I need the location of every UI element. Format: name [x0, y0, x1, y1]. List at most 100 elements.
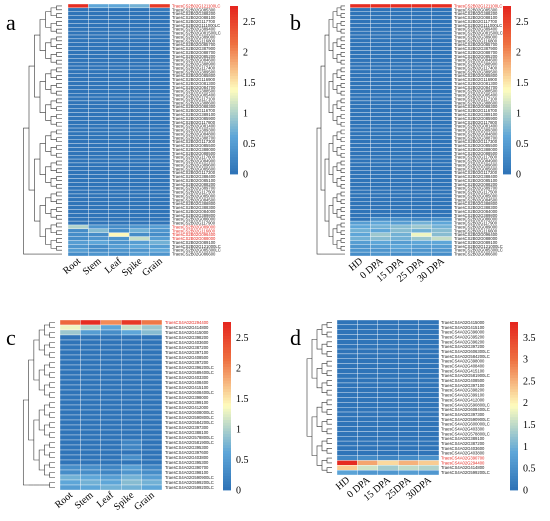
- heatmap-cell: [349, 69, 371, 74]
- heatmap-cell: [149, 30, 171, 36]
- heatmap-cell: [59, 479, 81, 486]
- heatmap-cell: [88, 197, 109, 202]
- heatmap-cell: [59, 459, 81, 466]
- heatmap-cell: [411, 58, 432, 63]
- heatmap-cell: [67, 42, 89, 47]
- heatmap-cell: [411, 127, 432, 133]
- heatmap-cell: [59, 429, 81, 436]
- heatmap-cell: [88, 135, 109, 140]
- heatmap-cell: [370, 92, 391, 98]
- heatmap-cell: [88, 244, 109, 249]
- heatmap-cell: [377, 440, 399, 447]
- colorbar-segment: [230, 143, 238, 147]
- colorbar-segment: [510, 467, 518, 471]
- colorbar-segment: [510, 324, 518, 328]
- heatmap-cell: [411, 112, 432, 117]
- heatmap-cell: [129, 104, 150, 109]
- heatmap-cell: [129, 186, 150, 191]
- dendrogram-branch: [56, 230, 62, 235]
- heatmap-cell: [390, 193, 412, 199]
- colorbar-segment: [503, 168, 511, 172]
- dendrogram-branch: [44, 404, 50, 416]
- gene-label: TraesCS2B02G085300LC: [172, 248, 221, 253]
- heatmap-cell: [398, 382, 419, 388]
- gene-label: TraesCS4A02G412000: [441, 397, 485, 402]
- heatmap-cell: [59, 369, 81, 376]
- dendrogram-branch: [56, 114, 62, 119]
- colorbar-segment: [223, 336, 231, 340]
- heatmap-cell: [357, 368, 378, 374]
- dendrogram-branch: [336, 240, 341, 249]
- dendrogram-branch: [50, 162, 57, 172]
- heatmap-cell: [411, 27, 432, 32]
- heatmap-cell: [149, 131, 171, 136]
- heatmap-cell: [100, 449, 122, 456]
- heatmap-cell: [80, 444, 101, 451]
- heatmap-cell: [357, 431, 378, 437]
- heatmap-cell: [349, 58, 371, 63]
- dendrogram-branch: [326, 331, 332, 338]
- heatmap-cell: [129, 116, 150, 121]
- gene-label: TraesCS2B02G117800: [172, 120, 216, 125]
- gene-label: TraesCS4A02G414800: [441, 465, 485, 470]
- colorbar-segment: [510, 361, 518, 365]
- gene-label: TraesCS4A02G396000: [441, 330, 485, 335]
- heatmap-cell: [108, 19, 130, 24]
- heatmap-cell: [100, 469, 122, 476]
- heatmap-cell: [336, 455, 358, 461]
- heatmap-cell: [67, 236, 89, 241]
- colorbar-segment: [503, 112, 511, 116]
- gene-label: TraesCS2B02G088200: [172, 182, 216, 187]
- heatmap-cell: [398, 392, 419, 398]
- heatmap-cell: [149, 120, 171, 125]
- colorbar-segment: [230, 165, 238, 169]
- heatmap-cell: [411, 116, 432, 121]
- heatmap-cell: [418, 450, 440, 456]
- gene-label: TraesCS4A02G398000: [441, 359, 485, 364]
- dendrogram-branch: [56, 176, 62, 181]
- heatmap-cell: [349, 92, 371, 98]
- heatmap-cell: [80, 479, 101, 486]
- heatmap-cell: [349, 162, 371, 168]
- heatmap-cell: [370, 23, 391, 28]
- heatmap-cell: [377, 426, 399, 432]
- heatmap-cell: [141, 384, 163, 391]
- heatmap-cell: [390, 251, 412, 257]
- heatmap-cell: [67, 139, 89, 144]
- gene-label: TraesCS4A02G415100: [441, 325, 485, 330]
- gene-label: TraesCS2B02G389600: [172, 162, 216, 167]
- gene-label: TraesCS4A02G590800LC: [165, 415, 214, 420]
- colorbar-tick-label: 0: [523, 486, 528, 497]
- heatmap-cell: [59, 404, 81, 411]
- dendrogram-branch: [56, 52, 62, 57]
- dendrogram-branch: [56, 106, 62, 111]
- heatmap-cell: [377, 465, 399, 471]
- heatmap-cell: [59, 474, 81, 481]
- heatmap-cell: [390, 65, 412, 71]
- heatmap-cell: [418, 455, 440, 461]
- dendrogram-branch: [332, 166, 337, 183]
- heatmap-cell: [431, 124, 453, 129]
- heatmap-cell: [141, 459, 163, 466]
- colorbar-segment: [510, 411, 518, 415]
- heatmap-cell: [67, 3, 89, 9]
- gene-label: TraesCS2B02G388900: [454, 62, 498, 67]
- heatmap-cell: [88, 170, 109, 175]
- gene-label: TraesCS2B02G086000: [172, 217, 216, 222]
- dendrogram-branch: [340, 152, 345, 158]
- heatmap-cell: [88, 61, 109, 67]
- heatmap-cell: [431, 197, 453, 202]
- dendrogram-branch: [332, 11, 337, 28]
- heatmap-cell: [418, 324, 440, 330]
- heatmap-cell: [431, 131, 453, 136]
- heatmap-cell: [121, 319, 142, 326]
- heatmap-cell: [411, 155, 432, 160]
- dendrogram-branch: [332, 228, 337, 245]
- heatmap-cell: [370, 38, 391, 43]
- heatmap-cell: [141, 414, 163, 421]
- heatmap-cell: [141, 369, 163, 376]
- colorbar-segment: [230, 6, 238, 10]
- heatmap-cell: [149, 54, 171, 59]
- heatmap-cell: [431, 46, 453, 51]
- colorbar-segment: [223, 330, 231, 334]
